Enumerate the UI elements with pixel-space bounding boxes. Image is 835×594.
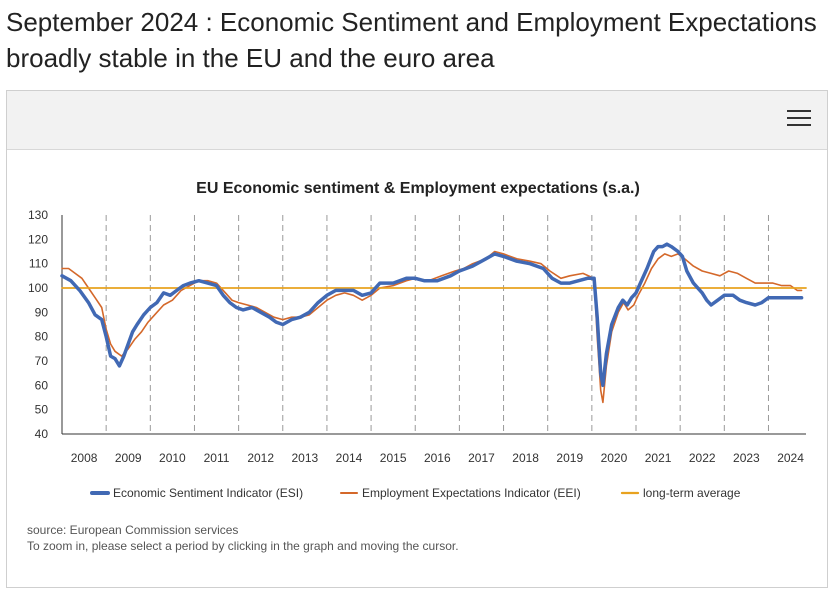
hamburger-menu-icon[interactable] bbox=[787, 110, 811, 130]
y-tick-label-80: 80 bbox=[35, 330, 49, 344]
x-tick-label-2008: 2008 bbox=[71, 451, 98, 465]
series-line-1 bbox=[61, 250, 803, 404]
grid-layer bbox=[105, 215, 769, 434]
page-title: September 2024 : Economic Sentiment and … bbox=[6, 7, 817, 73]
y-tick-label-70: 70 bbox=[35, 354, 49, 368]
x-tick-label-2017: 2017 bbox=[468, 451, 495, 465]
chart-title: EU Economic sentiment & Employment expec… bbox=[196, 180, 640, 197]
x-tick-label-2016: 2016 bbox=[424, 451, 451, 465]
series-layer bbox=[60, 242, 807, 404]
x-tick-label-2009: 2009 bbox=[115, 451, 142, 465]
y-tick-label-90: 90 bbox=[35, 305, 49, 319]
legend-label-1: Employment Expectations Indicator (EEI) bbox=[362, 486, 581, 500]
axis-layer: 40 50 60 70 80 90 100 110 120 130 2008 2009 2010 2011… bbox=[28, 208, 806, 465]
y-tick-label-100: 100 bbox=[28, 281, 48, 295]
x-tick-label-2022: 2022 bbox=[689, 451, 716, 465]
legend: Economic Sentiment Indicator (ESI) Employ… bbox=[90, 486, 741, 500]
y-tick-label-40: 40 bbox=[35, 427, 49, 441]
x-tick-label-2012: 2012 bbox=[247, 451, 274, 465]
legend-item-0: Economic Sentiment Indicator (ESI) bbox=[90, 486, 303, 500]
legend-label-0: Economic Sentiment Indicator (ESI) bbox=[113, 486, 303, 500]
x-tick-label-2024: 2024 bbox=[777, 451, 804, 465]
chart-toolbar bbox=[7, 91, 827, 150]
x-tick-label-2023: 2023 bbox=[733, 451, 760, 465]
y-tick-label-120: 120 bbox=[28, 232, 48, 246]
y-tick-label-130: 130 bbox=[28, 208, 48, 222]
source-note: source: European Commission services bbox=[27, 523, 238, 537]
x-tick-label-2010: 2010 bbox=[159, 451, 186, 465]
x-tick-label-2021: 2021 bbox=[645, 451, 672, 465]
series-line-0 bbox=[60, 242, 804, 388]
x-tick-label-2018: 2018 bbox=[512, 451, 539, 465]
chart-panel bbox=[6, 90, 828, 588]
y-tick-label-60: 60 bbox=[35, 378, 49, 392]
zoom-hint: To zoom in, please select a period by cl… bbox=[27, 539, 459, 553]
y-tick-label-110: 110 bbox=[29, 257, 48, 271]
x-tick-label-2014: 2014 bbox=[336, 451, 363, 465]
legend-item-1: Employment Expectations Indicator (EEI) bbox=[339, 486, 581, 500]
legend-label-2: long-term average bbox=[643, 486, 741, 500]
x-tick-label-2019: 2019 bbox=[556, 451, 583, 465]
x-tick-label-2020: 2020 bbox=[601, 451, 628, 465]
x-tick-label-2011: 2011 bbox=[204, 451, 230, 465]
legend-item-2: long-term average bbox=[620, 486, 741, 500]
x-tick-label-2015: 2015 bbox=[380, 451, 407, 465]
x-tick-label-2013: 2013 bbox=[291, 451, 318, 465]
y-tick-label-50: 50 bbox=[35, 403, 49, 417]
